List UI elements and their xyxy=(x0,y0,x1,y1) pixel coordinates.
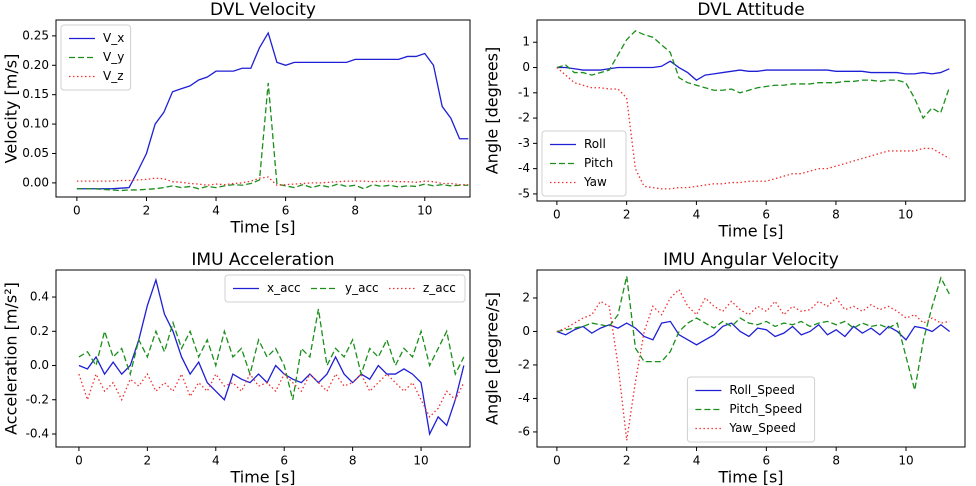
chart-title: DVL Velocity xyxy=(210,0,316,20)
x-axis-label: Time [s] xyxy=(229,218,295,237)
data-line xyxy=(78,372,465,418)
data-line xyxy=(556,67,950,190)
legend-label: z_acc xyxy=(423,281,456,295)
x-tick-label: 2 xyxy=(144,454,152,468)
x-tick-label: 10 xyxy=(898,454,913,468)
y-tick-label: 0 xyxy=(522,324,530,338)
legend-label: Roll xyxy=(584,137,606,151)
x-tick-label: 8 xyxy=(349,454,357,468)
legend-label: Pitch xyxy=(584,156,613,170)
y-tick-label: 0 xyxy=(522,60,530,74)
y-axis-label: Angle [degree/s] xyxy=(483,292,502,425)
y-tick-label: -4 xyxy=(518,391,530,405)
y-tick-label: 0.10 xyxy=(22,117,49,131)
y-tick-label: 0.25 xyxy=(22,28,49,42)
x-tick-label: 4 xyxy=(212,454,220,468)
y-tick-label: 0.00 xyxy=(22,175,49,189)
data-line xyxy=(556,288,950,441)
data-line xyxy=(78,308,465,400)
legend-box xyxy=(60,24,132,91)
y-tick-label: -0.2 xyxy=(26,392,49,406)
y-axis-label: Acceleration [m/s²] xyxy=(2,282,21,435)
x-tick-label: 6 xyxy=(763,454,771,468)
y-tick-label: -6 xyxy=(518,424,530,438)
y-tick-label: -3 xyxy=(518,136,530,150)
x-tick-label: 4 xyxy=(693,454,701,468)
x-tick-label: 8 xyxy=(832,454,840,468)
x-tick-label: 6 xyxy=(762,208,770,222)
x-tick-label: 4 xyxy=(693,208,701,222)
legend-label: V_z xyxy=(103,69,124,83)
legend-label: Roll_Speed xyxy=(729,383,794,397)
data-line xyxy=(556,60,950,81)
y-tick-label: 0.4 xyxy=(30,290,49,304)
x-axis-label: Time [s] xyxy=(717,222,783,241)
data-line xyxy=(556,320,951,346)
legend-box xyxy=(224,274,466,303)
x-tick-label: 0 xyxy=(73,204,81,218)
legend-box xyxy=(686,376,816,443)
chart-title: IMU Angular Velocity xyxy=(663,250,839,270)
data-line xyxy=(76,31,469,190)
y-tick-label: 0.20 xyxy=(22,58,49,72)
data-line xyxy=(76,82,469,192)
plot-frame xyxy=(55,19,471,198)
data-line xyxy=(78,277,465,437)
y-tick-label: -1 xyxy=(518,85,530,99)
x-tick-label: 2 xyxy=(623,208,631,222)
y-axis-label: Velocity [m/s] xyxy=(2,54,21,164)
y-tick-label: 0.15 xyxy=(22,87,49,101)
y-tick-label: 0.0 xyxy=(30,358,49,372)
legend-label: V_y xyxy=(103,50,124,64)
y-tick-label: -2 xyxy=(518,357,530,371)
x-tick-label: 2 xyxy=(143,204,151,218)
x-tick-label: 6 xyxy=(282,204,290,218)
y-axis-label: Angle [degrees] xyxy=(483,47,502,175)
chart-title: IMU Acceleration xyxy=(191,250,334,270)
legend-label: Pitch_Speed xyxy=(729,402,802,416)
y-tick-label: 2 xyxy=(522,290,530,304)
y-tick-label: 1 xyxy=(522,35,530,49)
x-tick-label: 8 xyxy=(832,208,840,222)
x-tick-label: 10 xyxy=(413,454,428,468)
x-axis-label: Time [s] xyxy=(717,468,783,486)
chart-title: DVL Attitude xyxy=(697,0,804,20)
legend-label: x_acc xyxy=(267,281,301,295)
data-line xyxy=(556,30,950,120)
y-tick-label: -0.4 xyxy=(26,426,49,440)
plot-frame xyxy=(55,269,471,448)
legend-label: y_acc xyxy=(345,281,379,295)
x-tick-label: 0 xyxy=(75,454,83,468)
x-axis-label: Time [s] xyxy=(229,468,295,486)
y-tick-label: 0.2 xyxy=(30,324,49,338)
legend-label: V_x xyxy=(103,31,124,45)
x-tick-label: 10 xyxy=(417,204,432,218)
plot-frame xyxy=(536,19,966,202)
x-tick-label: 4 xyxy=(212,204,220,218)
data-line xyxy=(76,176,469,186)
data-line xyxy=(556,276,951,391)
x-tick-label: 0 xyxy=(553,208,561,222)
legend-label: Yaw xyxy=(583,175,607,189)
x-tick-label: 2 xyxy=(623,454,631,468)
y-tick-label: -2 xyxy=(518,111,530,125)
x-tick-label: 0 xyxy=(553,454,561,468)
x-tick-label: 6 xyxy=(280,454,288,468)
legend-label: Yaw_Speed xyxy=(728,421,795,435)
y-tick-label: -4 xyxy=(518,161,530,175)
x-tick-label: 10 xyxy=(898,208,913,222)
legend-box xyxy=(541,130,627,197)
y-tick-label: -5 xyxy=(518,186,530,200)
x-tick-label: 8 xyxy=(351,204,359,218)
y-tick-label: 0.05 xyxy=(22,146,49,160)
plot-frame xyxy=(536,269,966,448)
